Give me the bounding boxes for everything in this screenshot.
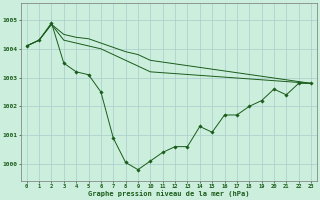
X-axis label: Graphe pression niveau de la mer (hPa): Graphe pression niveau de la mer (hPa) <box>88 190 250 197</box>
